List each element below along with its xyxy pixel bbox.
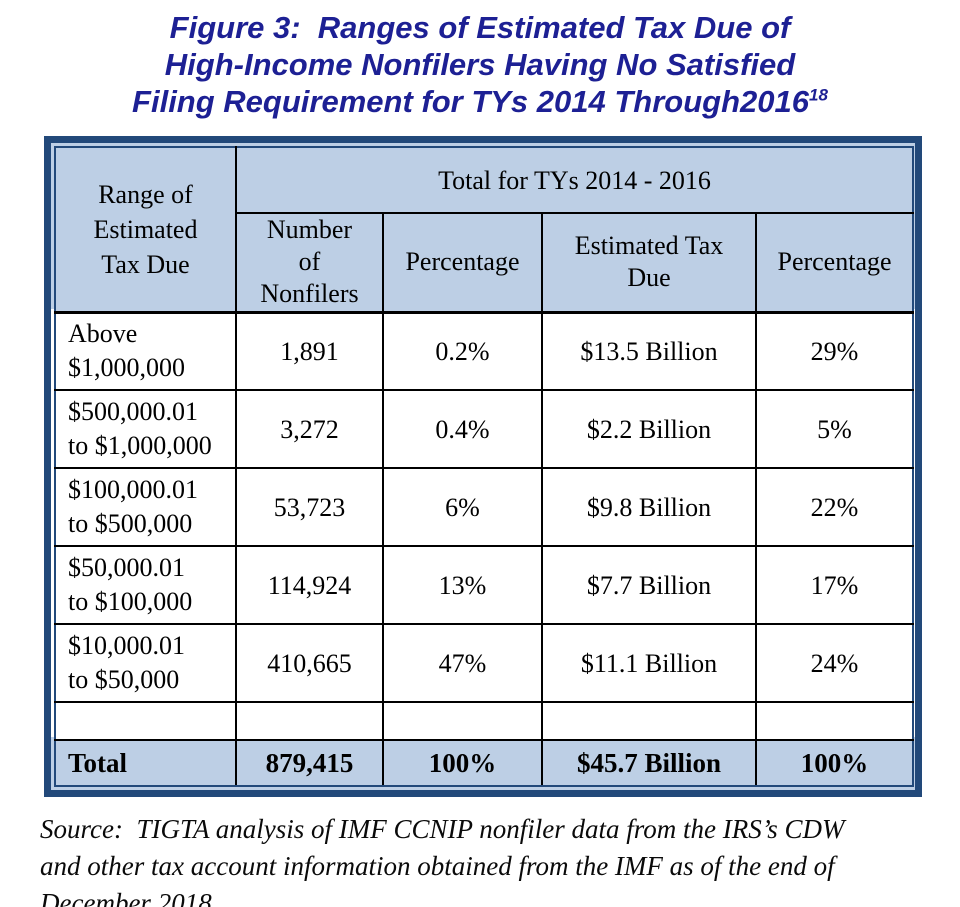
table-row: $50,000.01 to $100,000 114,924 13% $7.7 …: [54, 545, 915, 625]
cell-nonfilers: 114,924: [235, 545, 384, 625]
column-header-span-total-tys: Total for TYs 2014 - 2016: [234, 146, 915, 214]
empty-cell: [235, 701, 384, 741]
cell-tax-due: $13.5 Billion: [541, 311, 757, 391]
cell-tax-pct: 17%: [754, 545, 915, 625]
cell-range: $10,000.01 to $50,000: [54, 623, 237, 703]
cell-nonfilers-pct: 0.2%: [382, 311, 543, 391]
cell-nonfilers-pct: 0.4%: [382, 389, 543, 469]
table-header-row-1: Range of Estimated Tax Due Total for TYs…: [54, 146, 915, 314]
column-header-number-of-nonfilers: Number of Nonfilers: [235, 212, 384, 314]
cell-nonfilers: 53,723: [235, 467, 384, 547]
cell-total-nonfilers: 879,415: [235, 739, 384, 787]
figure-title: Figure 3: Ranges of Estimated Tax Due of…: [0, 9, 960, 120]
footnote-reference: 18: [809, 85, 828, 105]
cell-tax-due: $9.8 Billion: [541, 467, 757, 547]
cell-tax-pct: 22%: [754, 467, 915, 547]
table-row: Above $1,000,000 1,891 0.2% $13.5 Billio…: [54, 311, 915, 391]
table-total-row: Total 879,415 100% $45.7 Billion 100%: [54, 739, 915, 787]
cell-nonfilers: 410,665: [235, 623, 384, 703]
cell-range: $50,000.01 to $100,000: [54, 545, 237, 625]
figure-table-frame: Range of Estimated Tax Due Total for TYs…: [44, 136, 922, 797]
source-note: Source: TIGTA analysis of IMF CCNIP nonf…: [40, 811, 960, 907]
cell-tax-due: $11.1 Billion: [541, 623, 757, 703]
cell-nonfilers: 1,891: [235, 311, 384, 391]
cell-range: $100,000.01 to $500,000: [54, 467, 237, 547]
source-note-line-1: Source: TIGTA analysis of IMF CCNIP nonf…: [40, 814, 845, 844]
table-row: $500,000.01 to $1,000,000 3,272 0.4% $2.…: [54, 389, 915, 469]
column-header-estimated-tax-due: Estimated Tax Due: [541, 212, 757, 314]
source-note-line-2: and other tax account information obtain…: [40, 851, 835, 881]
empty-cell: [382, 701, 543, 741]
cell-tax-due: $2.2 Billion: [541, 389, 757, 469]
cell-tax-pct: 24%: [754, 623, 915, 703]
cell-total-nonfilers-pct: 100%: [382, 739, 543, 787]
cell-nonfilers-pct: 47%: [382, 623, 543, 703]
figure-table: Range of Estimated Tax Due Total for TYs…: [54, 146, 915, 787]
table-row: $100,000.01 to $500,000 53,723 6% $9.8 B…: [54, 467, 915, 547]
figure-title-line-1: Figure 3: Ranges of Estimated Tax Due of: [169, 10, 791, 45]
cell-tax-pct: 29%: [754, 311, 915, 391]
source-note-line-3: December 2018.: [40, 888, 219, 907]
figure-title-line-3-text: Filing Requirement for TYs 2014 Through2…: [132, 84, 810, 119]
cell-total-tax-pct: 100%: [754, 739, 915, 787]
cell-range: $500,000.01 to $1,000,000: [54, 389, 237, 469]
empty-cell: [754, 701, 915, 741]
cell-total-label: Total: [54, 739, 237, 787]
cell-total-tax-due: $45.7 Billion: [541, 739, 757, 787]
column-header-percentage-nonfilers: Percentage: [382, 212, 543, 314]
cell-range: Above $1,000,000: [54, 311, 237, 391]
empty-cell: [54, 701, 237, 741]
table-row-empty: [54, 701, 915, 741]
figure-title-line-2: High-Income Nonfilers Having No Satisfie…: [164, 47, 796, 82]
cell-nonfilers-pct: 6%: [382, 467, 543, 547]
cell-nonfilers-pct: 13%: [382, 545, 543, 625]
column-header-percentage-tax: Percentage: [754, 212, 915, 314]
table-row: $10,000.01 to $50,000 410,665 47% $11.1 …: [54, 623, 915, 703]
cell-tax-pct: 5%: [754, 389, 915, 469]
figure-title-line-3: Filing Requirement for TYs 2014 Through2…: [0, 83, 960, 120]
cell-nonfilers: 3,272: [235, 389, 384, 469]
column-header-range: Range of Estimated Tax Due: [54, 146, 237, 314]
empty-cell: [541, 701, 757, 741]
cell-tax-due: $7.7 Billion: [541, 545, 757, 625]
table-header-row-2: Number of Nonfilers Percentage Estimated…: [55, 212, 915, 314]
